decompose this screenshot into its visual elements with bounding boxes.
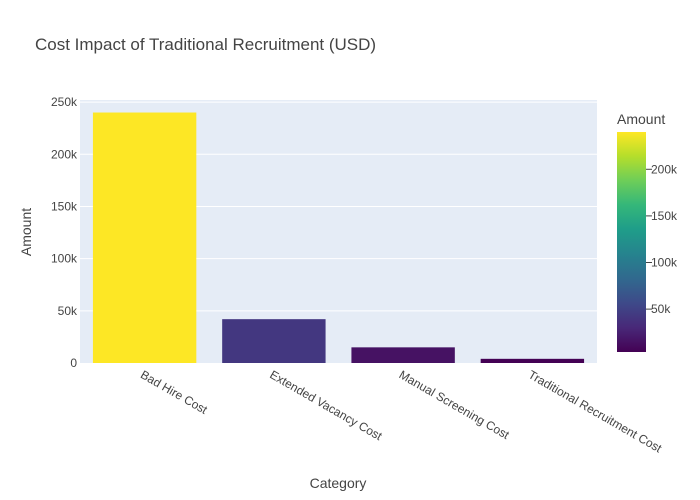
y-axis-title: Amount xyxy=(18,208,34,256)
y-tick-label: 0 xyxy=(70,356,77,370)
colorbar-tick-label: 50k xyxy=(651,302,671,316)
y-tick-label: 150k xyxy=(51,199,78,213)
x-tick-label: Bad Hire Cost xyxy=(138,367,210,417)
bar xyxy=(92,112,197,364)
bar xyxy=(480,358,585,363)
bars xyxy=(92,112,585,364)
x-tick-label: Extended Vacancy Cost xyxy=(267,367,385,443)
colorbar xyxy=(617,132,646,352)
colorbar-title: Amount xyxy=(617,111,665,127)
y-axis-ticks: 0 50k 100k 150k 200k 250k xyxy=(51,95,78,370)
y-tick-label: 100k xyxy=(51,252,78,266)
y-tick-label: 200k xyxy=(51,147,78,161)
y-tick-label: 50k xyxy=(58,304,78,318)
x-axis-ticks: Bad Hire Cost Extended Vacancy Cost Manual… xyxy=(138,367,665,455)
chart-title: Cost Impact of Traditional Recruitment (… xyxy=(35,35,376,54)
colorbar-tick-label: 150k xyxy=(651,209,678,223)
bar xyxy=(351,347,455,363)
x-tick-label: Traditional Recruitment Cost xyxy=(526,367,665,455)
colorbar-tick-label: 200k xyxy=(651,162,678,176)
y-tick-label: 250k xyxy=(51,95,78,109)
colorbar-ticks: 50k 100k 150k 200k xyxy=(646,162,678,316)
x-tick-label: Manual Screening Cost xyxy=(397,367,513,442)
bar xyxy=(222,319,326,363)
x-axis-title: Category xyxy=(310,475,367,491)
colorbar-tick-label: 100k xyxy=(651,256,678,270)
